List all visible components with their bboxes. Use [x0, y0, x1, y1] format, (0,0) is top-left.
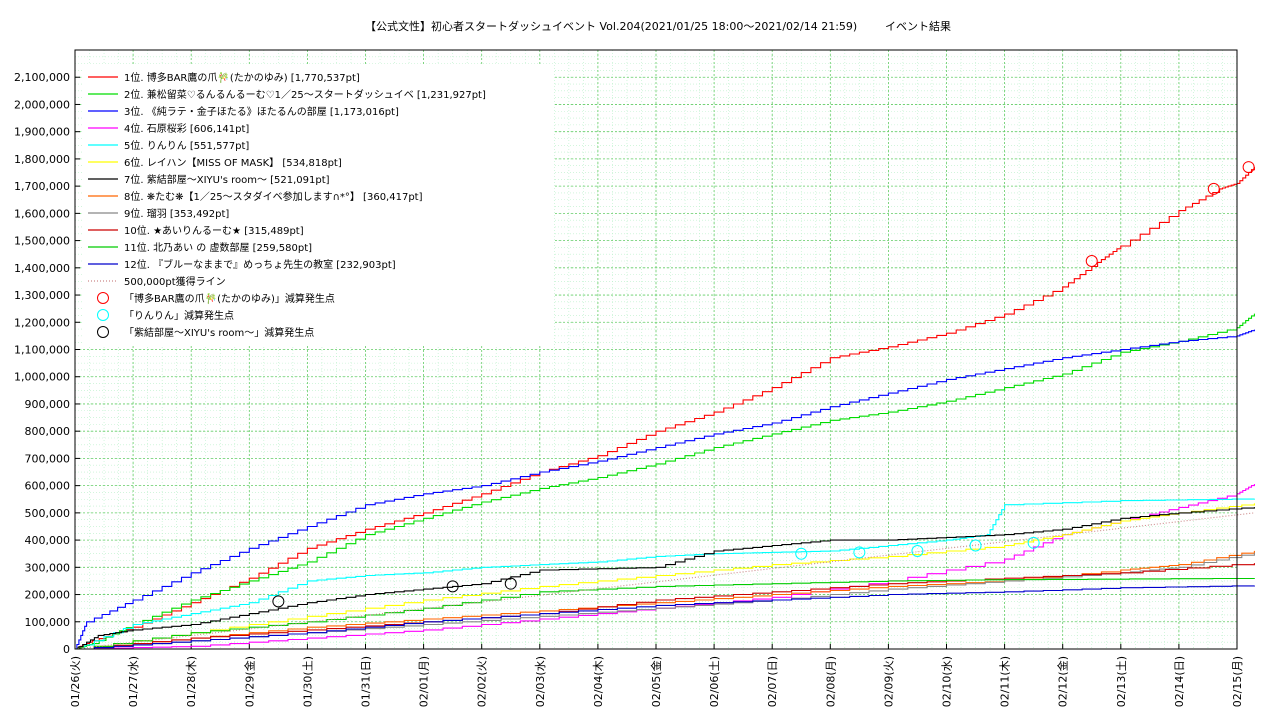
x-tick-label: 01/31(日)	[360, 656, 373, 707]
x-tick-label: 02/01(月)	[418, 656, 431, 707]
series-line	[75, 329, 1255, 650]
legend-label: 2位. 兼松留菜♡るんるんるーむ♡1／25〜スタートダッシュイベ [1,231,…	[124, 88, 486, 101]
reduction-marker	[969, 539, 982, 552]
legend-marker	[97, 326, 109, 338]
legend-box	[82, 65, 554, 345]
reduction-marker	[1207, 182, 1220, 195]
legend-label: 500,000pt獲得ライン	[124, 275, 226, 288]
x-tick-label: 02/12(金)	[1056, 656, 1070, 707]
x-tick-label: 02/11(木)	[999, 656, 1012, 707]
y-tick-label: 200,000	[25, 589, 71, 602]
y-tick-label: 1,600,000	[14, 207, 70, 220]
series-line	[75, 313, 1255, 650]
series-line	[75, 563, 1255, 650]
x-tick-label: 02/03(水)	[534, 656, 547, 707]
legend-marker	[97, 292, 109, 304]
legend-label: 7位. 紫結部屋〜XIYU's room〜 [521,091pt]	[124, 173, 330, 186]
legend: 1位. 博多BAR鷹の爪🎋(たかのゆみ) [1,770,537pt] 2位. 兼松…	[82, 65, 554, 345]
y-axis: 0 100,000 200,000 300,000 400,000 500,000 600,…	[14, 71, 80, 656]
reduction-marker	[853, 546, 866, 559]
reduction-marker	[1027, 536, 1040, 549]
y-tick-label: 700,000	[25, 452, 71, 465]
legend-label: 11位. 北乃あい の 虚数部屋 [259,580pt]	[124, 241, 312, 254]
reduction-marker	[272, 595, 285, 608]
series-line	[75, 166, 1255, 650]
y-tick-label: 0	[63, 643, 70, 656]
reduction-marker	[504, 577, 517, 590]
series-line	[75, 585, 1255, 650]
x-tick-label: 02/13(土)	[1115, 656, 1128, 707]
x-tick-label: 02/10(水)	[941, 656, 954, 707]
legend-label: 「紫結部屋〜XIYU's room〜」減算発生点	[124, 326, 314, 339]
y-tick-label: 400,000	[25, 534, 71, 547]
legend-label: 4位. 石原桜彩 [606,141pt]	[124, 122, 249, 135]
x-tick-label: 02/06(土)	[708, 656, 721, 707]
y-tick-label: 1,900,000	[14, 126, 70, 139]
x-tick-label: 02/07(日)	[766, 656, 779, 707]
legend-label: 8位. ❋たむ❋【1／25〜スタダイベ参加します∩*°】 [360,417pt]	[124, 190, 423, 203]
series-line	[75, 577, 1255, 650]
x-tick-label: 02/08(月)	[824, 656, 837, 707]
x-tick-label: 01/30(土)	[301, 656, 314, 707]
y-tick-label: 500,000	[25, 507, 71, 520]
y-tick-label: 1,800,000	[14, 153, 70, 166]
x-tick-label: 02/09(火)	[882, 656, 895, 707]
series-line	[75, 550, 1255, 650]
y-tick-label: 1,500,000	[14, 235, 70, 248]
x-tick-label: 01/29(金)	[242, 656, 256, 707]
y-tick-label: 1,100,000	[14, 344, 70, 357]
reduction-marker	[1085, 255, 1098, 268]
x-tick-label: 02/02(火)	[476, 656, 489, 707]
legend-label: 10位. ★あいりんるーむ★ [315,489pt]	[124, 224, 304, 237]
x-tick-label: 02/04(木)	[592, 656, 605, 707]
y-tick-label: 2,100,000	[14, 71, 70, 84]
series-line	[75, 507, 1255, 650]
y-tick-label: 900,000	[25, 398, 71, 411]
y-tick-label: 800,000	[25, 425, 71, 438]
x-tick-label: 02/15(月)	[1231, 656, 1244, 707]
reduction-marker	[446, 580, 459, 593]
series-line	[75, 503, 1255, 650]
reduction-marker	[795, 547, 808, 560]
y-tick-label: 1,200,000	[14, 316, 70, 329]
legend-marker	[97, 309, 109, 321]
chart-subtitle: イベント結果	[885, 19, 951, 33]
y-tick-label: 1,700,000	[14, 180, 70, 193]
y-tick-label: 1,300,000	[14, 289, 70, 302]
x-tick-label: 01/26(火)	[69, 656, 82, 707]
legend-label: 「博多BAR鷹の爪🎋(たかのゆみ)」減算発生点	[124, 292, 335, 305]
series-lines	[74, 166, 1255, 650]
legend-label: 12位. 『ブルーなままで』めっちょ先生の教室 [232,903pt]	[124, 258, 396, 271]
legend-label: 5位. りんりん [551,577pt]	[124, 139, 249, 152]
x-axis: 01/26(火) 01/27(水) 01/28(木) 01/29(金) 01/30(土)…	[69, 644, 1244, 707]
x-tick-label: 01/27(水)	[127, 656, 140, 707]
x-tick-label: 01/28(木)	[185, 656, 198, 707]
legend-label: 6位. レイハン【MISS OF MASK】 [534,818pt]	[124, 156, 342, 169]
y-tick-label: 600,000	[25, 480, 71, 493]
y-tick-label: 300,000	[25, 561, 71, 574]
x-tick-label: 02/05(金)	[649, 656, 663, 707]
y-tick-label: 2,000,000	[14, 98, 70, 111]
legend-label: 3位. 《純ラテ・金子ほたる》ほたるんの部屋 [1,173,016pt]	[124, 105, 399, 118]
y-tick-label: 100,000	[25, 616, 71, 629]
reduction-marker	[1242, 161, 1255, 174]
y-tick-label: 1,400,000	[14, 262, 70, 275]
x-tick-label: 02/14(日)	[1173, 656, 1186, 707]
y-tick-label: 1,000,000	[14, 371, 70, 384]
reduction-markers	[272, 161, 1255, 608]
legend-label: 9位. 瑠羽 [353,492pt]	[124, 207, 229, 220]
legend-label: 「りんりん」減算発生点	[124, 309, 234, 322]
chart-title: 【公式文性】初心者スタートダッシュイベント Vol.204(2021/01/25…	[365, 19, 857, 33]
plot-frame	[74, 49, 1238, 650]
reduction-marker	[911, 544, 924, 557]
legend-label: 1位. 博多BAR鷹の爪🎋(たかのゆみ) [1,770,537pt]	[124, 71, 360, 84]
